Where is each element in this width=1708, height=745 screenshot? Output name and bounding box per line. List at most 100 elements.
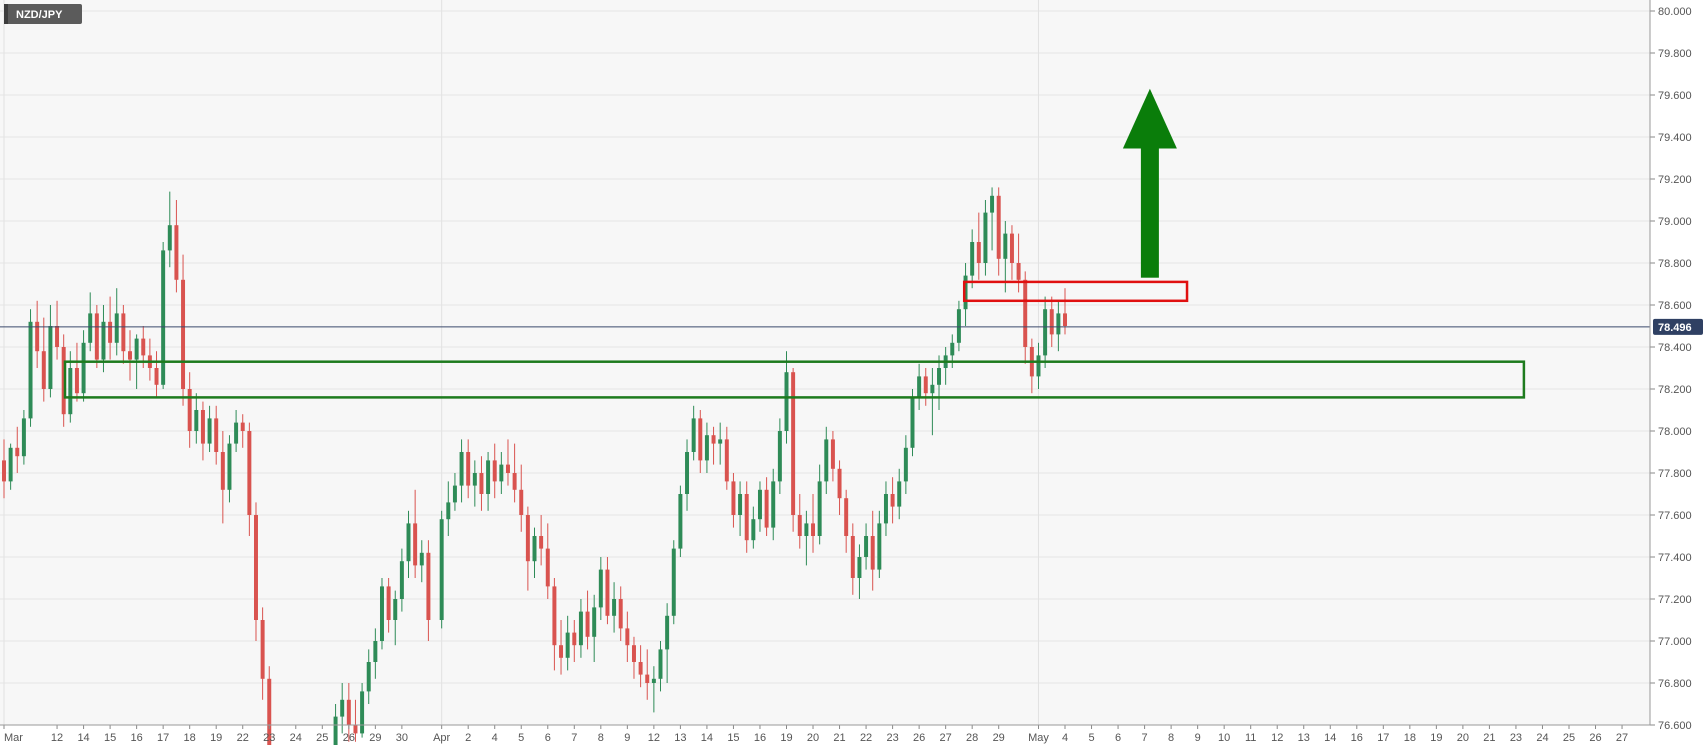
x-tick-label: 12 [648,732,660,744]
candle-body [21,418,26,457]
candle-body [870,536,875,570]
candle-body [877,523,882,570]
current-price-badge [1653,318,1703,335]
y-tick-label: 77.200 [1658,594,1692,606]
up-arrow-head-icon [1122,88,1177,149]
candle-body [141,338,146,356]
candle-body [552,586,557,646]
candle-body [505,464,510,473]
candle-body [930,384,935,394]
y-tick-label: 78.400 [1658,342,1692,354]
candle-body [910,397,915,448]
candle-body [227,443,232,490]
candle-body [890,494,895,507]
candle-body [1049,309,1054,335]
candle-body [459,452,464,486]
x-tick-label: 5 [1088,732,1094,744]
support-zone-box [63,360,1526,399]
candle-body [1043,309,1048,356]
candle-body [757,489,762,520]
candle-body [883,494,888,524]
candle-body [74,368,79,394]
x-tick-label: 7 [1142,732,1148,744]
x-tick-label: Mar [4,732,23,744]
x-tick-label: 17 [1377,732,1389,744]
candle-body [724,439,729,482]
candle-body [260,620,265,679]
x-tick-label: 16 [1351,732,1363,744]
candle-body [612,599,617,616]
x-tick-label: 17 [157,732,169,744]
candle-body [181,279,186,389]
candle-body [618,599,623,629]
y-tick-label: 77.400 [1658,552,1692,564]
candle-body [68,368,73,415]
candle-body [88,313,93,343]
x-tick-label: 8 [1168,732,1174,744]
symbol-badge-accent [4,4,8,24]
candle-body [598,569,603,608]
candle-body [956,309,961,343]
x-tick-label: 19 [780,732,792,744]
x-tick-label: 23 [263,732,275,744]
y-tick-label: 79.000 [1658,216,1692,228]
candle-body [592,607,597,637]
candle-body [824,439,829,482]
x-tick-label: 24 [290,732,302,744]
candle-body [512,473,517,490]
x-tick-label: 6 [545,732,551,744]
candle-body [399,561,404,599]
candle-body [857,557,862,578]
candle-body [1009,233,1014,263]
y-tick-label: 80.000 [1658,6,1692,18]
candle-body [917,376,922,398]
candle-body [691,418,696,452]
candle-body [386,586,391,620]
x-tick-label: 18 [1404,732,1416,744]
candle-body [194,410,199,431]
y-tick-label: 77.600 [1658,510,1692,522]
candle-body [804,523,809,536]
y-tick-label: 76.800 [1658,678,1692,690]
candle-body [525,515,530,562]
candle-body [247,431,252,515]
x-tick-label: 26 [343,732,355,744]
candle-body [267,678,272,745]
x-tick-label: 14 [1324,732,1336,744]
candle-body [990,195,995,213]
candle-body [174,225,179,280]
candle-body [81,342,86,394]
candle-body [406,523,411,562]
candle-body [718,439,723,444]
x-tick-label: 20 [807,732,819,744]
y-tick-label: 78.000 [1658,426,1692,438]
candle-body [738,494,743,515]
candle-body [519,489,524,515]
candle-body [1016,263,1021,280]
x-tick-label: 21 [1483,732,1495,744]
candle-body [94,313,99,360]
x-tick-label: 2 [465,732,471,744]
x-tick-label: 15 [104,732,116,744]
candle-body [108,321,113,343]
candle-body [472,473,477,486]
candle-body [452,485,457,503]
x-tick-label: 16 [754,732,766,744]
x-tick-label: 10 [1218,732,1230,744]
candle-body [393,599,398,620]
candle-body [645,674,650,683]
x-tick-label: 9 [1195,732,1201,744]
candle-body [360,691,365,734]
candle-body [446,502,451,520]
candle-body [658,649,663,679]
x-tick-label: 15 [727,732,739,744]
candle-body [830,439,835,469]
candle-body [983,212,988,263]
x-tick-label: 23 [886,732,898,744]
x-tick-label: 22 [237,732,249,744]
candle-body [15,447,20,457]
candle-body [1036,355,1041,377]
x-tick-label: 7 [571,732,577,744]
candle-body [678,494,683,549]
